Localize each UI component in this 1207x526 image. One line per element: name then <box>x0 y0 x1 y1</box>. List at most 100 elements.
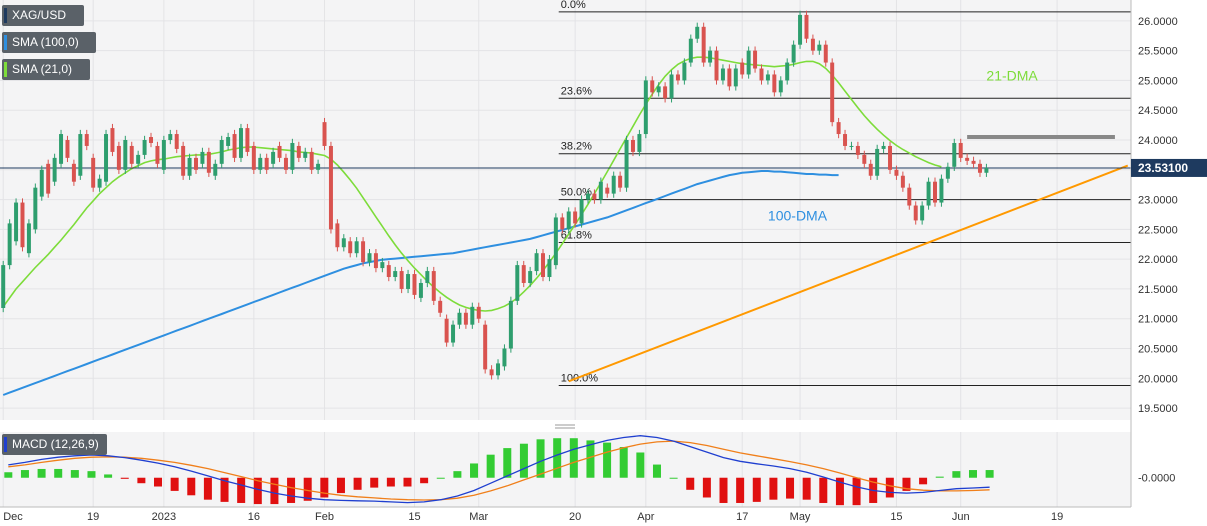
candle-152 <box>977 159 982 177</box>
macd-hist-bar-53 <box>885 477 894 498</box>
candle-body-148 <box>952 142 957 167</box>
candle-body-127 <box>817 44 822 51</box>
candle-body-7 <box>46 163 51 194</box>
candle-119 <box>765 70 770 85</box>
candle-73 <box>470 302 475 329</box>
y-tick-3: 21.0000 <box>1138 314 1178 326</box>
candle-49 <box>316 159 321 174</box>
candle-body-102 <box>656 86 661 93</box>
macd-hist-bar-39 <box>652 464 661 478</box>
candle-body-27 <box>174 134 179 149</box>
sma100-legend[interactable]: SMA (100,0) <box>2 32 96 53</box>
candle-body-126 <box>810 38 815 51</box>
candle-144 <box>926 177 931 210</box>
candle-8 <box>52 153 57 186</box>
x-tick-5: 15 <box>408 511 420 523</box>
x-tick-9: 17 <box>736 511 748 523</box>
candle-83 <box>534 249 539 276</box>
candle-body-23 <box>149 137 154 143</box>
macd-hist-bar-33 <box>553 438 562 478</box>
candle-body-150 <box>965 157 970 161</box>
candle-77 <box>496 359 501 380</box>
candle-body-121 <box>778 80 783 93</box>
candle-146 <box>939 174 944 207</box>
candle-body-63 <box>406 274 411 289</box>
symbol-swatch <box>4 8 7 23</box>
macd-hist-bar-38 <box>636 452 645 478</box>
macd-hist-bar-0 <box>4 472 13 478</box>
candle-body-101 <box>650 80 655 93</box>
x-tick-6: Mar <box>469 511 488 523</box>
candle-body-98 <box>630 140 635 152</box>
candle-body-105 <box>675 74 680 81</box>
x-tick-1: 19 <box>87 511 99 523</box>
candle-body-111 <box>714 50 719 81</box>
y-tick-5: 22.0000 <box>1138 254 1178 266</box>
candle-body-130 <box>836 122 841 135</box>
candle-2 <box>14 198 19 246</box>
macd-hist-bar-44 <box>736 477 745 503</box>
candle-body-85 <box>547 259 552 278</box>
candle-89 <box>573 207 578 228</box>
candle-105 <box>675 70 680 85</box>
symbol-legend[interactable]: XAG/USD <box>2 5 84 26</box>
candle-90 <box>579 195 584 228</box>
sma100-line <box>2 170 839 396</box>
macd-hist-bar-19 <box>320 477 329 498</box>
candle-12 <box>78 129 83 180</box>
x-tick-4: Feb <box>315 511 334 523</box>
candle-147 <box>945 162 950 183</box>
candle-7 <box>46 159 51 198</box>
candle-body-56 <box>361 241 366 263</box>
macd-hist-bar-48 <box>802 477 811 500</box>
candle-101 <box>650 76 655 97</box>
candle-86 <box>553 213 558 270</box>
candle-19 <box>123 135 128 174</box>
candle-41 <box>264 153 269 174</box>
candle-58 <box>373 249 378 273</box>
macd-hist-bar-18 <box>303 477 312 501</box>
candle-body-41 <box>264 157 269 170</box>
candle-75 <box>483 320 488 374</box>
candle-6 <box>39 165 44 201</box>
macd-hist-bar-49 <box>819 477 828 503</box>
y-tick-1: 20.0000 <box>1138 373 1178 385</box>
candle-88 <box>566 207 571 234</box>
candle-62 <box>399 266 404 294</box>
candles <box>1 10 989 380</box>
macd-legend[interactable]: MACD (12,26,9) <box>2 434 107 455</box>
candle-27 <box>174 129 179 154</box>
macd-hist-bar-29 <box>486 454 495 478</box>
candle-body-122 <box>785 62 790 81</box>
candle-body-15 <box>97 178 102 188</box>
candle-body-103 <box>663 86 668 99</box>
macd-hist-bar-35 <box>586 440 595 478</box>
x-tick-7: 20 <box>569 511 581 523</box>
candle-body-24 <box>155 145 160 164</box>
candle-body-29 <box>187 157 192 176</box>
candle-67 <box>431 266 436 306</box>
candle-126 <box>810 34 815 55</box>
candle-85 <box>547 254 552 282</box>
candle-138 <box>888 141 893 174</box>
sma21-legend[interactable]: SMA (21,0) <box>2 59 90 80</box>
candle-5 <box>33 183 38 234</box>
macd-hist-bar-3 <box>54 468 63 478</box>
macd-hist-bar-20 <box>336 477 345 494</box>
candle-40 <box>258 153 263 174</box>
candle-143 <box>920 201 925 225</box>
macd-legend-label: MACD (12,26,9) <box>12 437 99 451</box>
candle-body-22 <box>142 140 147 155</box>
candle-129 <box>830 58 835 127</box>
candle-body-135 <box>868 163 873 176</box>
candle-64 <box>412 269 417 300</box>
macd-hist-bar-5 <box>87 471 96 478</box>
candle-body-133 <box>855 145 860 155</box>
candle-102 <box>656 82 661 97</box>
candle-body-16 <box>104 134 109 182</box>
candle-140 <box>900 171 905 192</box>
candle-body-69 <box>444 318 449 343</box>
candle-body-20 <box>129 145 134 164</box>
candle-84 <box>541 249 546 282</box>
candle-body-70 <box>451 324 456 343</box>
